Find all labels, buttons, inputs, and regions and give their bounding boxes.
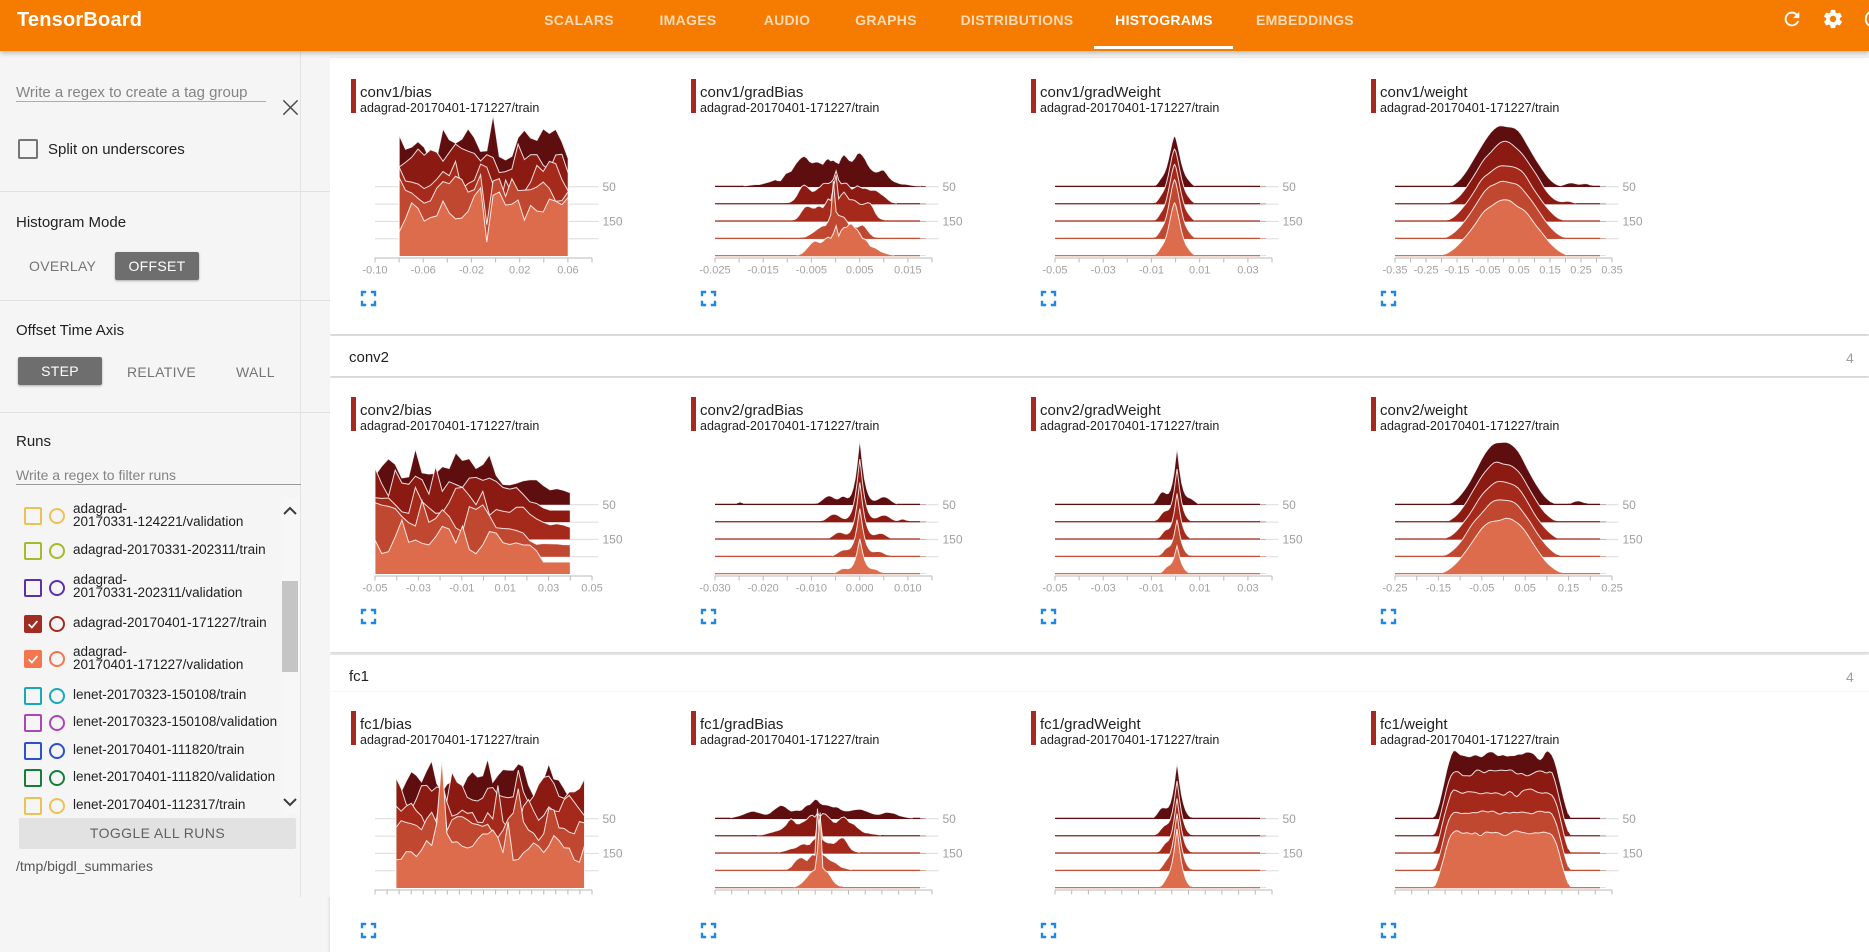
svg-text:50: 50 [943,180,957,194]
svg-text:-0.15: -0.15 [1444,265,1469,277]
svg-text:-0.15: -0.15 [1426,583,1451,595]
svg-text:150: 150 [943,846,963,860]
svg-text:0.01: 0.01 [1189,265,1210,277]
svg-text:-0.35: -0.35 [1382,265,1407,277]
svg-text:50: 50 [1623,180,1637,194]
svg-text:0.03: 0.03 [1237,265,1258,277]
svg-text:-0.030: -0.030 [699,583,730,595]
svg-text:0.15: 0.15 [1539,265,1560,277]
svg-text:-0.03: -0.03 [1091,583,1116,595]
svg-text:0.015: 0.015 [894,265,922,277]
svg-text:0.25: 0.25 [1570,265,1591,277]
svg-text:50: 50 [943,498,957,512]
svg-text:0.03: 0.03 [1237,583,1258,595]
svg-text:150: 150 [1283,846,1303,860]
svg-text:-0.05: -0.05 [1475,265,1500,277]
svg-text:0.01: 0.01 [1189,583,1210,595]
svg-text:-0.01: -0.01 [449,583,474,595]
svg-text:0.01: 0.01 [494,583,515,595]
svg-text:150: 150 [1623,214,1643,228]
svg-text:50: 50 [603,812,617,826]
svg-text:0.000: 0.000 [846,583,874,595]
svg-text:-0.05: -0.05 [362,583,387,595]
svg-text:-0.005: -0.005 [796,265,827,277]
svg-text:50: 50 [1283,498,1297,512]
svg-text:150: 150 [943,214,963,228]
svg-text:50: 50 [603,498,617,512]
svg-text:-0.03: -0.03 [406,583,431,595]
svg-text:0.15: 0.15 [1558,583,1579,595]
svg-text:-0.05: -0.05 [1042,265,1067,277]
svg-text:50: 50 [1283,180,1297,194]
svg-text:0.06: 0.06 [557,265,578,277]
svg-text:0.05: 0.05 [1514,583,1535,595]
svg-text:0.010: 0.010 [894,583,922,595]
svg-text:-0.25: -0.25 [1413,265,1438,277]
svg-text:-0.02: -0.02 [459,265,484,277]
svg-text:0.05: 0.05 [581,583,602,595]
svg-text:0.03: 0.03 [538,583,559,595]
svg-text:0.005: 0.005 [846,265,874,277]
svg-text:50: 50 [1623,498,1637,512]
svg-text:150: 150 [943,532,963,546]
svg-text:150: 150 [1283,532,1303,546]
svg-text:-0.020: -0.020 [748,583,779,595]
svg-text:50: 50 [943,812,957,826]
svg-text:-0.05: -0.05 [1042,583,1067,595]
svg-text:150: 150 [603,846,623,860]
svg-text:-0.015: -0.015 [748,265,779,277]
svg-text:150: 150 [603,214,623,228]
svg-text:50: 50 [603,180,617,194]
svg-text:-0.06: -0.06 [411,265,436,277]
svg-text:-0.025: -0.025 [699,265,730,277]
svg-text:150: 150 [603,532,623,546]
svg-text:-0.03: -0.03 [1091,265,1116,277]
svg-text:0.35: 0.35 [1601,265,1622,277]
svg-text:-0.01: -0.01 [1139,583,1164,595]
svg-text:0.25: 0.25 [1601,583,1622,595]
svg-text:0.02: 0.02 [509,265,530,277]
svg-text:150: 150 [1623,532,1643,546]
svg-text:0.05: 0.05 [1508,265,1529,277]
svg-text:50: 50 [1623,812,1637,826]
svg-text:-0.01: -0.01 [1139,265,1164,277]
svg-text:-0.05: -0.05 [1469,583,1494,595]
svg-text:50: 50 [1283,812,1297,826]
svg-text:-0.010: -0.010 [796,583,827,595]
svg-text:150: 150 [1623,846,1643,860]
svg-text:150: 150 [1283,214,1303,228]
svg-text:-0.25: -0.25 [1382,583,1407,595]
svg-text:-0.10: -0.10 [362,265,387,277]
